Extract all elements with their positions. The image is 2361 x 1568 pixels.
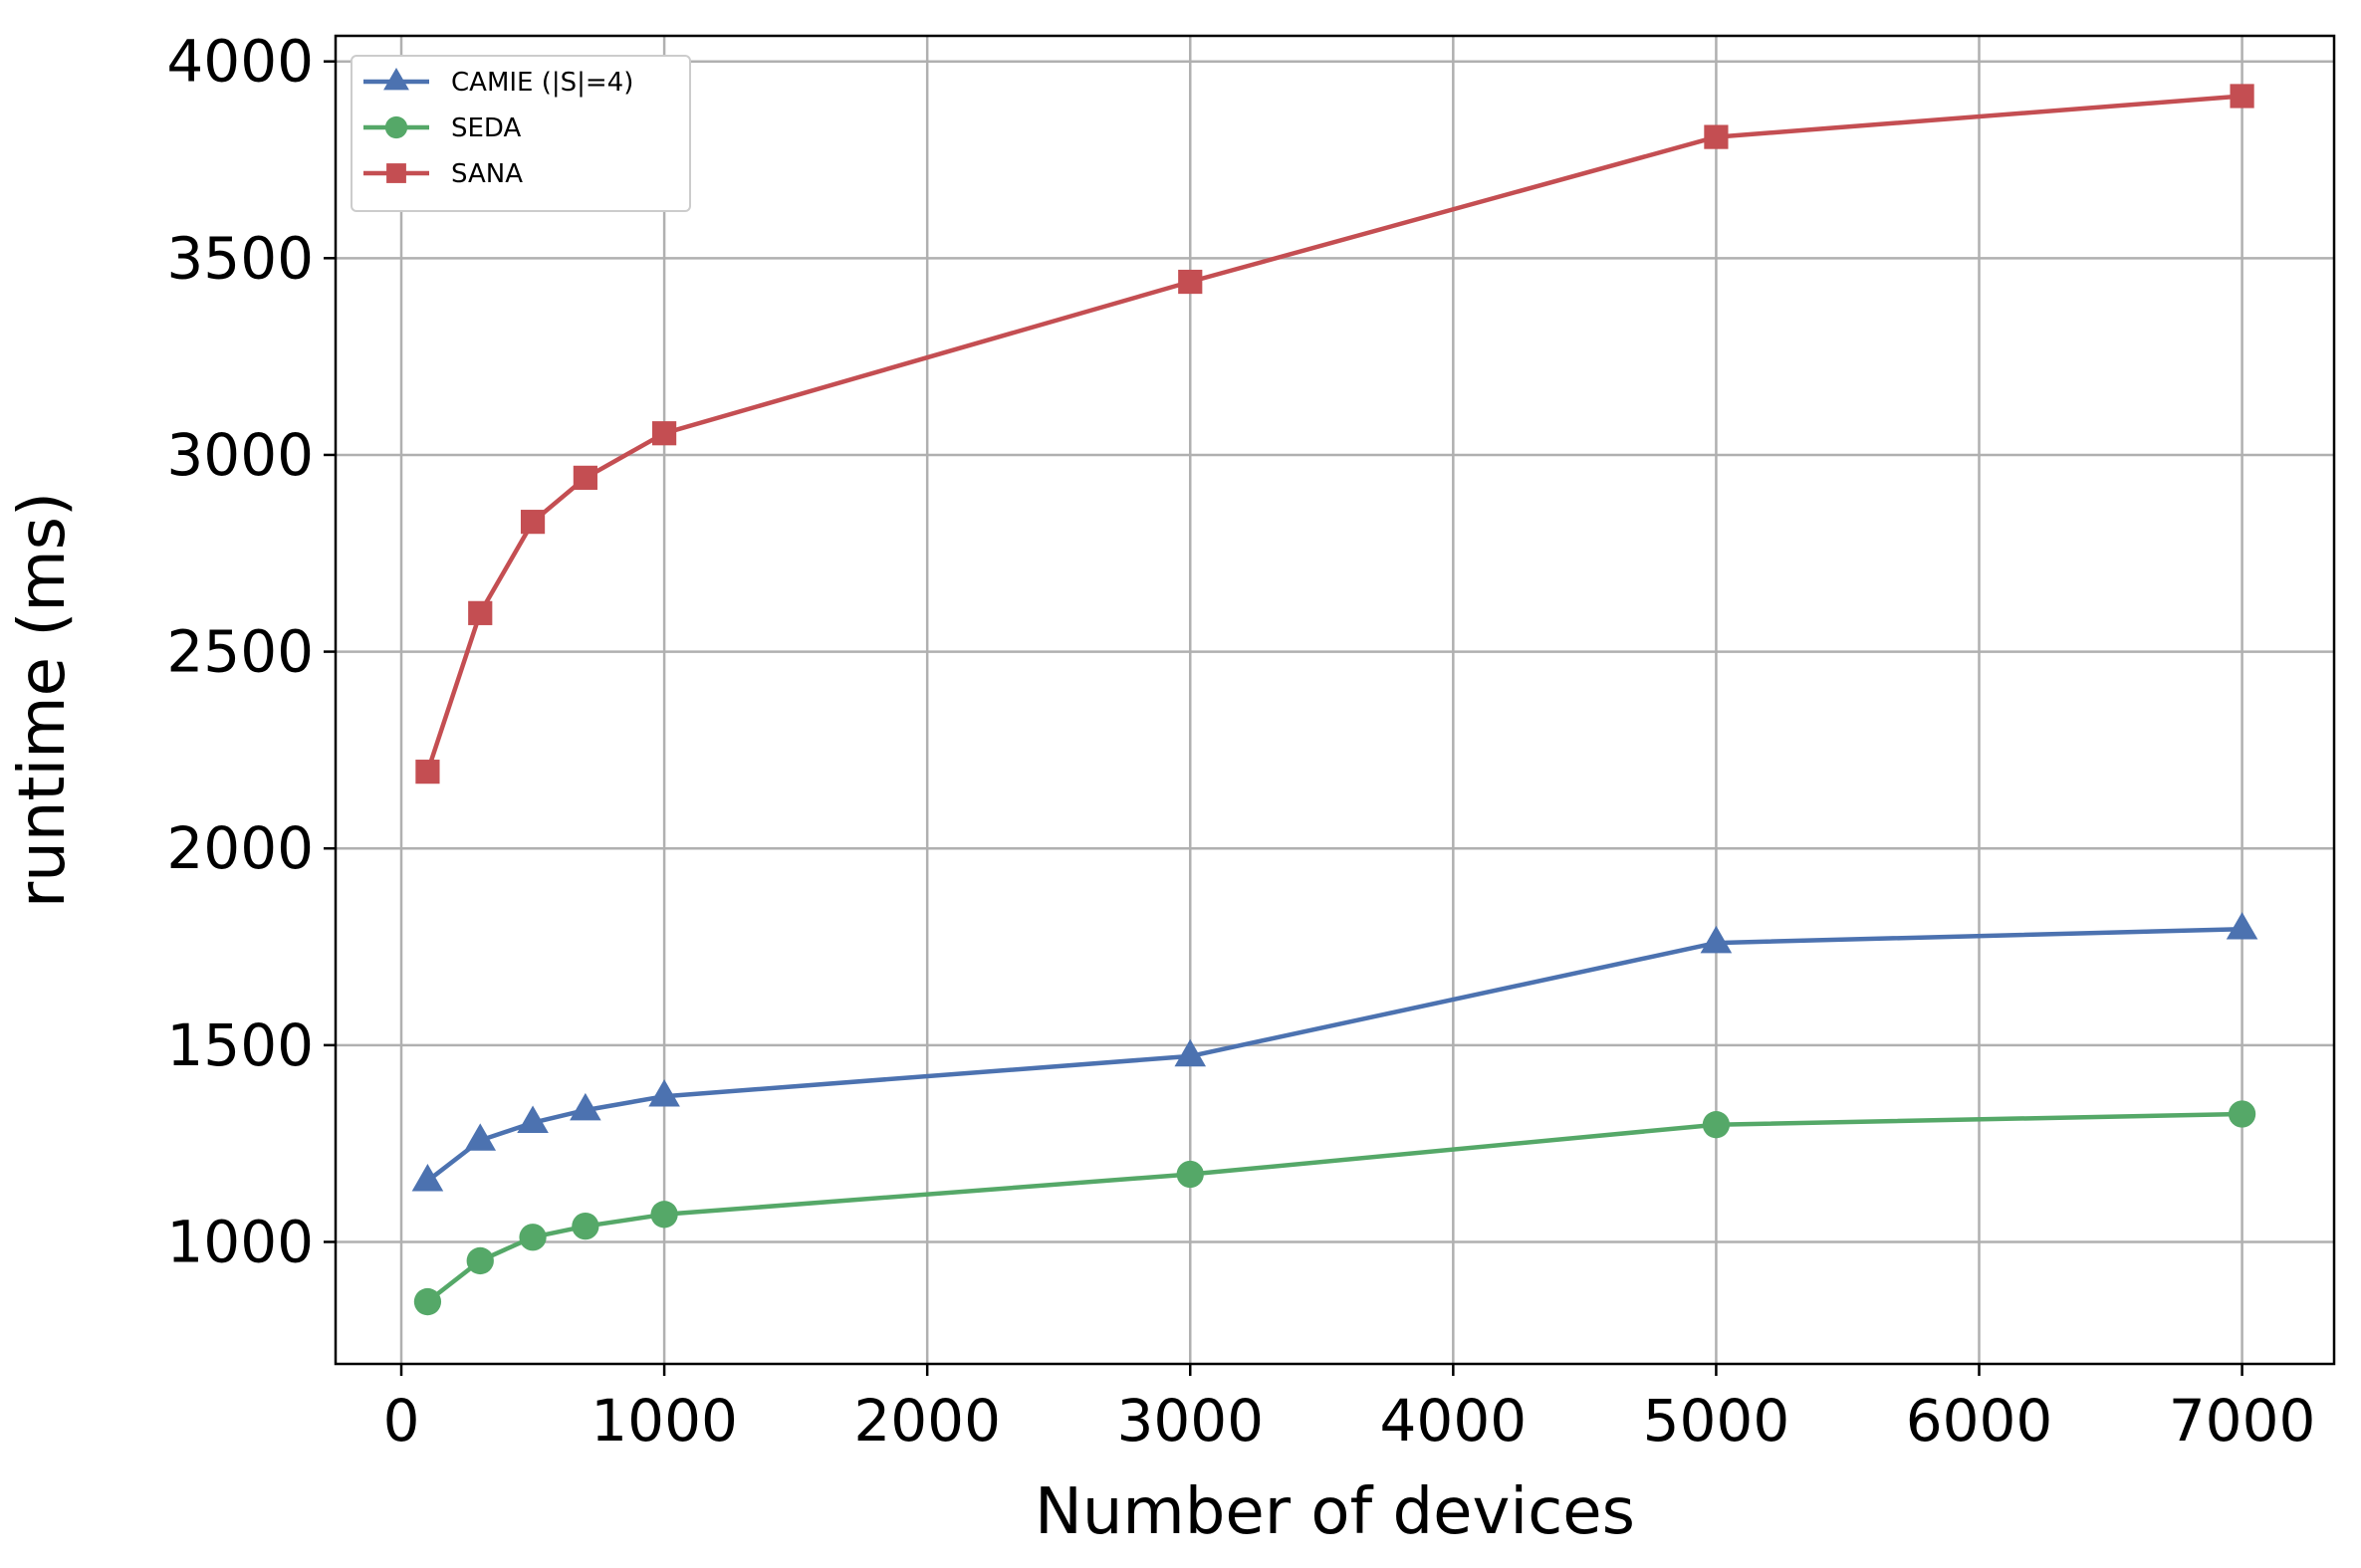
data-point bbox=[1702, 1111, 1731, 1139]
series-line bbox=[426, 926, 2243, 1183]
series-square bbox=[415, 84, 2254, 784]
legend-entry: CAMIE (|S|=4) bbox=[363, 67, 633, 98]
data-point bbox=[2226, 912, 2258, 940]
x-tick-label: 1000 bbox=[590, 1387, 738, 1455]
data-point bbox=[520, 510, 546, 535]
legend-entry: SEDA bbox=[363, 113, 521, 143]
data-point bbox=[2230, 84, 2254, 109]
x-tick-label: 5000 bbox=[1643, 1387, 1790, 1455]
y-tick-label: 3000 bbox=[166, 421, 314, 489]
data-point bbox=[413, 1287, 442, 1316]
data-point bbox=[570, 1092, 601, 1121]
y-tick-label: 1500 bbox=[166, 1011, 314, 1079]
x-tick-label: 3000 bbox=[1116, 1387, 1264, 1455]
data-point bbox=[411, 1164, 444, 1192]
data-point bbox=[651, 421, 677, 446]
plot-frame bbox=[334, 34, 2336, 1366]
legend-box bbox=[351, 55, 691, 212]
data-point bbox=[466, 1246, 494, 1275]
y-tick-label: 1000 bbox=[166, 1208, 314, 1275]
x-tick-label: 7000 bbox=[2169, 1387, 2316, 1455]
data-point bbox=[1174, 1038, 1207, 1067]
data-point bbox=[2228, 1100, 2256, 1128]
data-point bbox=[1178, 269, 1203, 295]
data-point bbox=[1700, 925, 1733, 954]
series-circle bbox=[413, 1100, 2256, 1316]
data-point bbox=[650, 1201, 678, 1229]
legend-label: SANA bbox=[451, 159, 523, 189]
data-point bbox=[517, 1105, 549, 1134]
x-tick-label: 0 bbox=[383, 1387, 420, 1455]
legend-label: SEDA bbox=[451, 113, 521, 143]
data-point bbox=[573, 465, 597, 490]
x-tick-label: 6000 bbox=[1906, 1387, 2053, 1455]
y-tick-label: 2000 bbox=[166, 814, 314, 882]
data-series bbox=[411, 84, 2258, 1316]
data-point bbox=[1176, 1160, 1204, 1189]
grid-lines bbox=[336, 36, 2334, 1364]
legend: CAMIE (|S|=4) SEDA SANA bbox=[351, 55, 691, 212]
data-point bbox=[468, 600, 493, 625]
legend-marker bbox=[386, 163, 406, 183]
y-tick-label: 3500 bbox=[166, 224, 314, 292]
data-point bbox=[519, 1224, 547, 1251]
series-triangle bbox=[411, 912, 2258, 1192]
data-point bbox=[572, 1213, 599, 1240]
x-tick-label: 4000 bbox=[1380, 1387, 1528, 1455]
data-point bbox=[1704, 124, 1729, 149]
data-point bbox=[464, 1123, 497, 1151]
legend-marker bbox=[384, 115, 408, 139]
x-axis-label: Number of devices bbox=[1035, 1475, 1635, 1549]
legend-marker bbox=[383, 67, 409, 91]
series-line bbox=[425, 94, 2243, 773]
y-axis-label: runtime (ms) bbox=[6, 492, 80, 908]
legend-entry: SANA bbox=[363, 159, 523, 189]
data-point bbox=[415, 760, 440, 784]
axis-ticks: 0 1000 2000 3000 4000 5000 6000 7000 1000 1500 200… bbox=[166, 28, 2315, 1455]
data-point bbox=[648, 1079, 680, 1107]
legend-label: CAMIE (|S|=4) bbox=[451, 68, 633, 98]
y-tick-label: 2500 bbox=[166, 618, 314, 686]
y-tick-label: 4000 bbox=[166, 28, 314, 96]
x-tick-label: 2000 bbox=[853, 1387, 1001, 1455]
